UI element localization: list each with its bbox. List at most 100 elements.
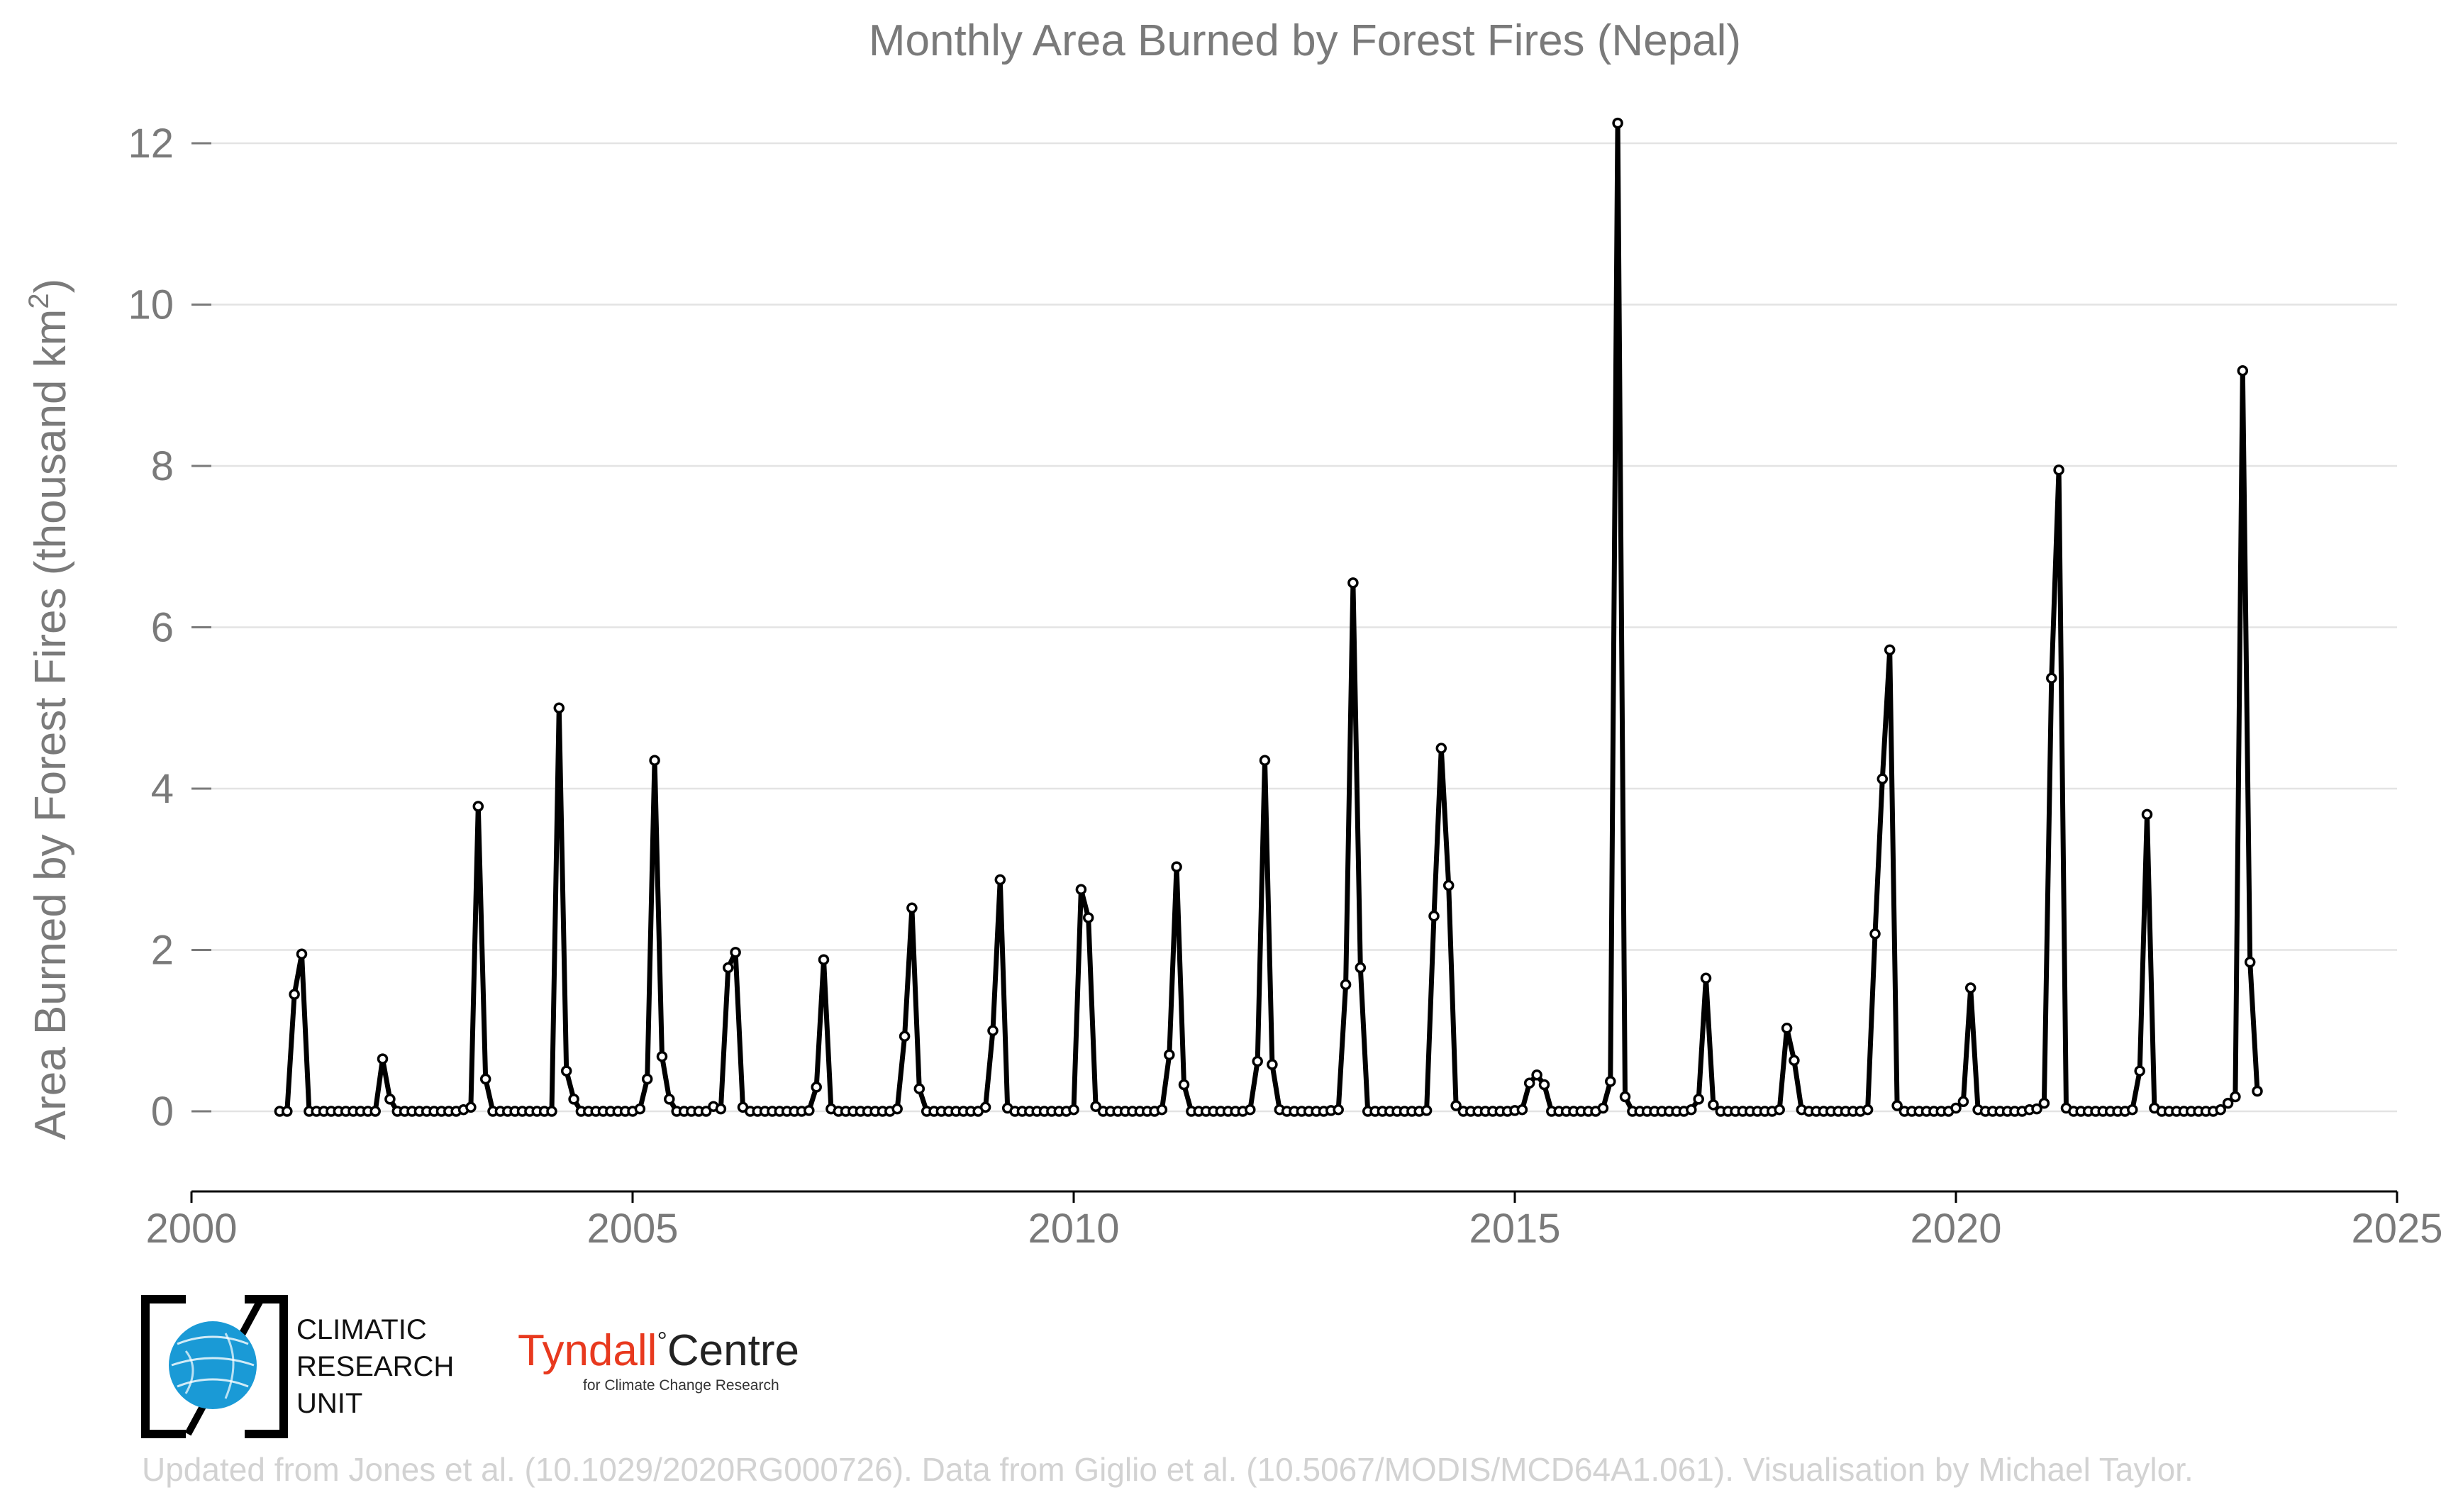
- data-point: [913, 1083, 925, 1094]
- data-point: [1891, 1100, 1903, 1111]
- x-tick-label-2015: 2015: [1469, 1206, 1560, 1252]
- data-point: [1789, 1055, 1800, 1067]
- y-axis-label-superscript: 2: [23, 293, 55, 308]
- y-tick-label-10: 10: [128, 282, 174, 328]
- data-point: [1869, 928, 1881, 940]
- data-point: [282, 1106, 293, 1117]
- data-point: [715, 1103, 727, 1115]
- y-tick-label-8: 8: [151, 443, 174, 489]
- data-point: [1068, 1104, 1079, 1116]
- y-axis-label-close: ): [26, 279, 75, 294]
- y-tick-label-0: 0: [151, 1089, 174, 1135]
- data-point: [818, 954, 830, 965]
- data-point: [979, 1101, 991, 1113]
- y-axis-ticks: 0 2 4 6 8 10 12: [128, 121, 211, 1135]
- cru-logo-line-2: RESEARCH: [296, 1351, 454, 1382]
- series-line: [279, 121, 2260, 1114]
- data-point: [1090, 1101, 1101, 1112]
- data-point: [1347, 577, 1359, 589]
- x-tick-label-2000: 2000: [145, 1206, 237, 1252]
- data-point: [1964, 982, 1976, 994]
- data-point: [1950, 1102, 1962, 1114]
- data-point: [2222, 1097, 2234, 1109]
- data-point: [1245, 1104, 1256, 1116]
- data-point: [1708, 1099, 1719, 1111]
- y-tick-label-4: 4: [151, 766, 174, 812]
- data-point: [2244, 956, 2256, 968]
- data-point: [568, 1094, 579, 1105]
- cru-logo-line-1: CLIMATIC: [296, 1314, 427, 1345]
- data-point: [1420, 1105, 1433, 1116]
- data-point: [1340, 979, 1352, 991]
- data-point: [649, 755, 660, 766]
- data-point: [1450, 1100, 1462, 1111]
- globe-icon: [169, 1321, 257, 1409]
- data-point: [1171, 861, 1182, 873]
- data-point: [377, 1053, 389, 1064]
- data-point: [2252, 1085, 2263, 1097]
- data-point: [1442, 879, 1455, 891]
- data-point: [1612, 117, 1623, 129]
- data-point: [1082, 912, 1094, 923]
- x-axis-ticks: 2000 2005 2010 2015 2020 2025: [145, 1191, 2443, 1252]
- data-point: [1523, 1077, 1535, 1089]
- data-point: [479, 1073, 491, 1085]
- data-point: [289, 989, 300, 1000]
- data-point: [1781, 1023, 1793, 1034]
- tyndall-degree: °: [657, 1326, 667, 1355]
- tyndall-name: Tyndall: [518, 1326, 657, 1375]
- x-tick-label-2005: 2005: [586, 1206, 678, 1252]
- y-tick-label-6: 6: [151, 605, 174, 651]
- data-point: [2046, 672, 2057, 684]
- data-point: [553, 702, 565, 714]
- data-point: [723, 962, 734, 974]
- data-point: [560, 1065, 572, 1077]
- data-point: [1075, 884, 1087, 895]
- data-point: [1686, 1104, 1697, 1116]
- data-point: [2127, 1104, 2138, 1116]
- data-point: [730, 947, 741, 958]
- tyndall-centre-logo: Tyndall°Centre for Climate Change Resear…: [518, 1326, 799, 1394]
- data-point: [1957, 1096, 1969, 1108]
- data-point: [1597, 1102, 1609, 1114]
- data-point: [1538, 1079, 1550, 1091]
- data-point: [2134, 1065, 2145, 1077]
- data-point: [465, 1101, 477, 1113]
- data-point: [1178, 1079, 1190, 1091]
- data-point: [1267, 1059, 1278, 1070]
- data-point: [656, 1050, 668, 1062]
- data-point: [2031, 1103, 2042, 1115]
- y-axis-label: Area Burned by Forest Fires (thousand km…: [23, 279, 75, 1140]
- data-point: [1877, 773, 1889, 785]
- data-point: [1862, 1104, 1874, 1116]
- tyndall-subtitle: for Climate Change Research: [583, 1377, 779, 1394]
- data-point: [634, 1103, 646, 1115]
- data-point: [1156, 1104, 1168, 1116]
- tyndall-wordmark: Tyndall°Centre: [518, 1326, 799, 1375]
- data-point: [296, 948, 308, 960]
- x-tick-label-2010: 2010: [1028, 1206, 1119, 1252]
- x-tick-label-2025: 2025: [2351, 1206, 2442, 1252]
- data-point: [1355, 962, 1367, 974]
- data-point: [891, 1103, 903, 1115]
- y-tick-label-2: 2: [151, 928, 174, 974]
- data-point: [1884, 644, 1896, 656]
- data-point: [700, 1106, 712, 1117]
- data-point: [899, 1030, 911, 1042]
- data-point: [641, 1073, 653, 1085]
- data-point: [369, 1106, 381, 1117]
- data-point: [1516, 1104, 1528, 1116]
- data-point: [1435, 743, 1447, 754]
- data-point: [664, 1094, 675, 1105]
- data-point: [811, 1082, 822, 1093]
- data-points: [274, 117, 2263, 1117]
- data-point: [384, 1094, 396, 1105]
- cru-logo: CLIMATIC RESEARCH UNIT: [141, 1295, 454, 1438]
- data-point: [472, 801, 484, 812]
- x-tick-label-2020: 2020: [1910, 1206, 2001, 1252]
- data-point: [2237, 365, 2249, 377]
- y-axis-label-main: Area Burned by Forest Fires (thousand km: [26, 309, 75, 1140]
- data-point: [2141, 808, 2153, 821]
- data-point: [987, 1025, 999, 1037]
